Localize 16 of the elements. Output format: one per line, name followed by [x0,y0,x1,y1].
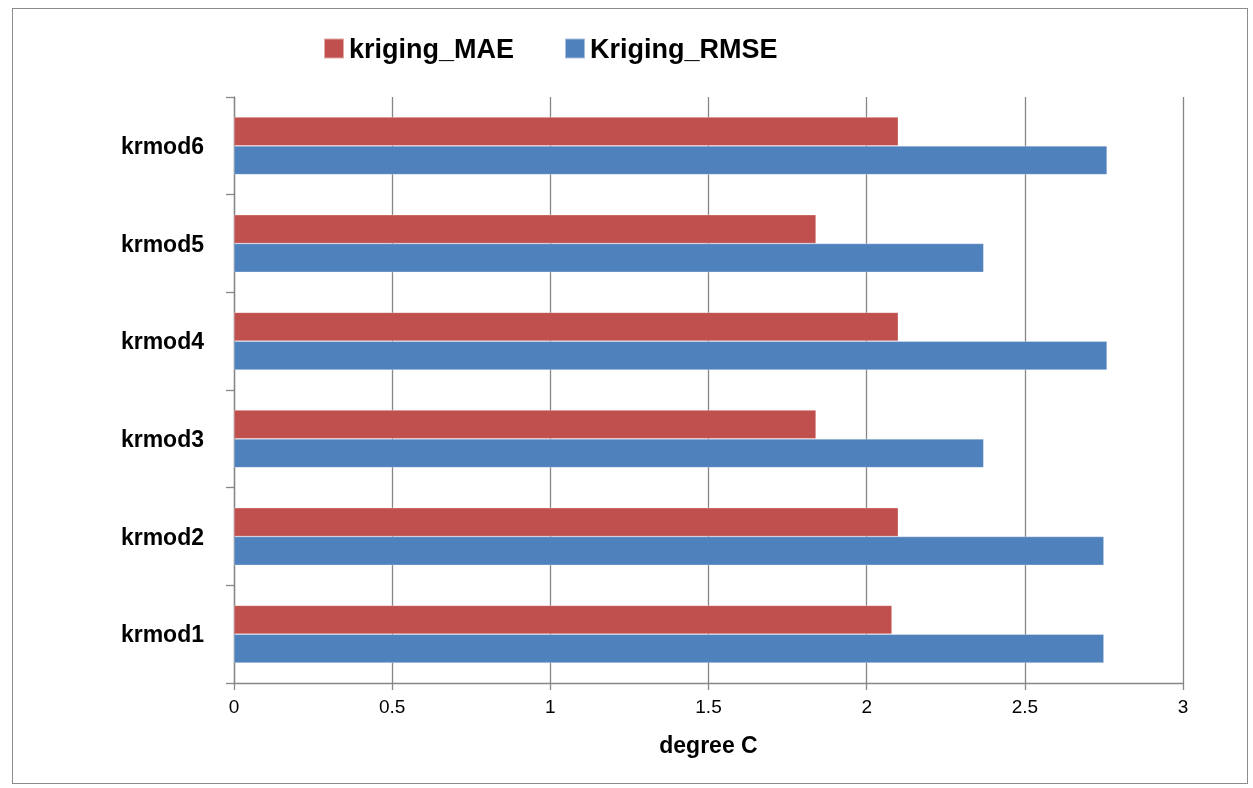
x-tick-label: 2.5 [1011,696,1039,717]
y-tick-label: krmod3 [120,425,204,452]
legend-label: kriging_MAE [349,33,515,64]
x-axis-title: degree C [659,731,758,758]
y-tick-label: krmod1 [120,621,205,648]
legend-label: Kriging_RMSE [590,33,778,64]
y-tick-label: krmod6 [120,132,204,159]
y-tick-label: krmod4 [120,328,205,355]
x-tick-label: 1 [545,696,556,717]
x-tick-label: 3 [1177,696,1189,717]
y-tick-label: krmod5 [120,230,205,257]
x-tick-label: 0.5 [378,696,406,717]
x-tick-label: 2 [861,696,872,717]
x-tick-label: 0 [228,696,240,717]
y-tick-label: krmod2 [120,523,204,550]
x-tick-label: 1.5 [695,696,722,717]
